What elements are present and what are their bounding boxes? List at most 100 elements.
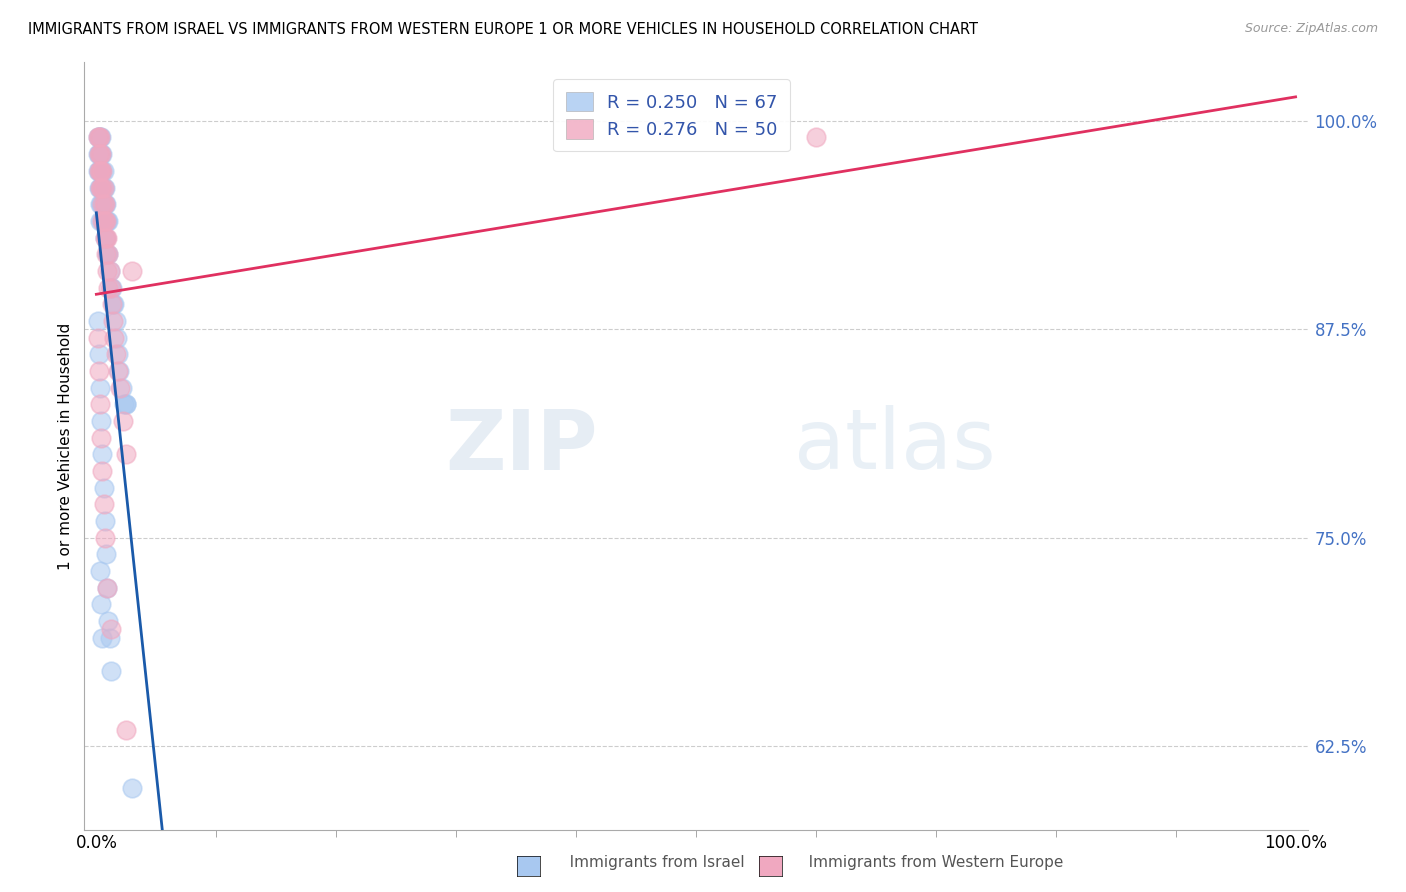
Point [104, 347, 127, 361]
Point [89, 130, 111, 145]
Point [110, 381, 132, 395]
Point [86, 130, 108, 145]
Point [93, 197, 115, 211]
Point [103, 330, 125, 344]
Point [97, 614, 120, 628]
Point [112, 397, 135, 411]
Point [86, 130, 108, 145]
Point [93, 197, 117, 211]
Point [93, 197, 115, 211]
Point [93, 180, 117, 194]
Point [89, 214, 111, 228]
Point [93, 214, 117, 228]
Text: Immigrants from Western Europe: Immigrants from Western Europe [794, 855, 1064, 870]
Point [90, 147, 112, 161]
Point [108, 364, 131, 378]
Point [93, 180, 115, 194]
Point [89, 130, 111, 145]
Point [804, 130, 827, 145]
Text: Immigrants from Israel: Immigrants from Israel [555, 855, 745, 870]
Point [87, 147, 110, 161]
Point [90, 180, 112, 194]
Point [115, 447, 138, 461]
Point [89, 164, 111, 178]
Point [96, 581, 118, 595]
Point [115, 397, 138, 411]
Point [87, 364, 110, 378]
Point [100, 623, 122, 637]
Point [93, 230, 117, 244]
Point [96, 264, 118, 278]
Point [94, 197, 117, 211]
Point [91, 180, 114, 194]
Point [100, 664, 122, 678]
Point [100, 280, 122, 294]
Point [98, 264, 121, 278]
Point [93, 180, 115, 194]
Point [121, 780, 143, 795]
Point [91, 197, 114, 211]
Point [91, 164, 114, 178]
Legend: R = 0.250   N = 67, R = 0.276   N = 50: R = 0.250 N = 67, R = 0.276 N = 50 [553, 79, 790, 152]
Point [86, 164, 108, 178]
Point [91, 631, 114, 645]
Point [98, 264, 121, 278]
Point [97, 247, 120, 261]
Point [91, 214, 114, 228]
Point [91, 214, 114, 228]
Point [89, 180, 111, 194]
Point [90, 130, 112, 145]
Point [89, 180, 111, 194]
Point [100, 280, 122, 294]
Point [89, 147, 111, 161]
Point [91, 464, 114, 478]
Point [87, 164, 110, 178]
Point [86, 314, 108, 328]
Point [91, 164, 114, 178]
Point [90, 598, 112, 612]
Point [87, 130, 110, 145]
Point [104, 314, 127, 328]
Point [87, 130, 110, 145]
Point [93, 514, 117, 528]
Point [96, 247, 118, 261]
Point [96, 214, 118, 228]
Point [107, 364, 129, 378]
Point [86, 147, 108, 161]
Text: ZIP: ZIP [446, 406, 598, 486]
Point [98, 631, 121, 645]
Point [90, 431, 112, 445]
Point [94, 214, 117, 228]
Point [89, 564, 111, 578]
Point [90, 197, 112, 211]
Point [93, 214, 115, 228]
Point [91, 180, 114, 194]
Point [97, 280, 120, 294]
Point [115, 397, 138, 411]
Point [93, 197, 117, 211]
Point [93, 497, 115, 511]
Point [90, 164, 112, 178]
Point [101, 297, 124, 311]
Point [101, 297, 124, 311]
Text: atlas: atlas [794, 406, 995, 486]
Point [91, 197, 114, 211]
Point [97, 214, 120, 228]
Point [87, 347, 110, 361]
Point [90, 164, 112, 178]
Point [93, 481, 115, 495]
Point [101, 314, 124, 328]
Point [89, 197, 111, 211]
Point [121, 264, 143, 278]
Point [101, 280, 124, 294]
Point [93, 214, 115, 228]
Point [89, 147, 111, 161]
Point [90, 147, 112, 161]
Point [86, 330, 108, 344]
Point [91, 147, 114, 161]
Point [97, 247, 120, 261]
Point [93, 214, 117, 228]
Point [94, 230, 117, 244]
Point [94, 230, 117, 244]
Point [91, 447, 114, 461]
